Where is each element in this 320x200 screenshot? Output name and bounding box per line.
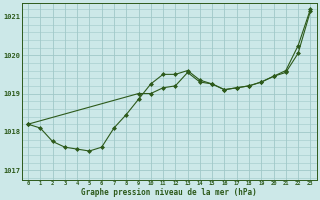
- X-axis label: Graphe pression niveau de la mer (hPa): Graphe pression niveau de la mer (hPa): [81, 188, 257, 197]
